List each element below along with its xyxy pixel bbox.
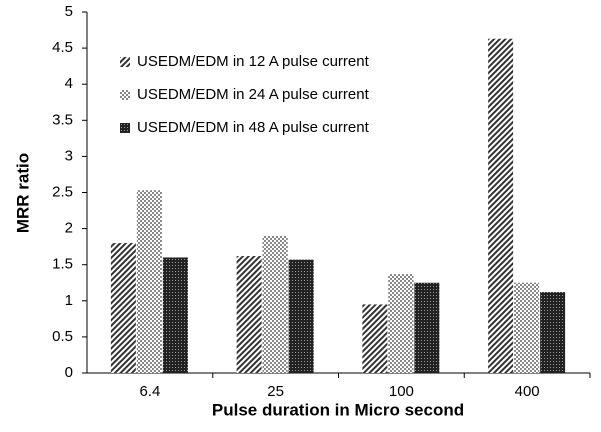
y-axis-title: MRR ratio: [13, 153, 32, 233]
y-tick-label: 1.5: [52, 256, 73, 273]
x-axis-title: Pulse duration in Micro second: [212, 400, 464, 419]
bar: [136, 190, 162, 373]
x-tick-label: 25: [267, 383, 284, 400]
bar: [162, 257, 188, 373]
x-tick-label: 100: [389, 383, 414, 400]
y-tick-label: 0.5: [52, 328, 73, 345]
bar: [236, 256, 262, 373]
y-tick-label: 4: [65, 75, 73, 92]
y-tick-label: 3: [65, 147, 73, 164]
x-tick-label: 400: [515, 383, 540, 400]
y-tick-label: 3.5: [52, 111, 73, 128]
bar: [414, 282, 440, 373]
legend-swatch: [120, 57, 130, 67]
bar: [388, 274, 414, 373]
bar: [362, 304, 388, 373]
y-tick-label: 2: [65, 220, 73, 237]
y-tick-label: 2.5: [52, 183, 73, 200]
y-tick-label: 4.5: [52, 39, 73, 56]
legend-swatch: [120, 123, 130, 133]
bar: [288, 259, 314, 373]
bar: [488, 38, 514, 374]
y-tick-label: 0: [65, 364, 73, 381]
bar: [262, 235, 288, 373]
bar: [514, 282, 540, 373]
legend-label: USEDM/EDM in 48 A pulse current: [137, 119, 370, 136]
legend-label: USEDM/EDM in 12 A pulse current: [137, 53, 370, 70]
bar: [110, 243, 136, 373]
legend-swatch: [120, 90, 130, 100]
y-tick-label: 1: [65, 292, 73, 309]
x-tick-label: 6.4: [139, 383, 160, 400]
y-tick-label: 5: [65, 3, 73, 20]
bar: [540, 292, 566, 373]
legend-label: USEDM/EDM in 24 A pulse current: [137, 86, 370, 103]
